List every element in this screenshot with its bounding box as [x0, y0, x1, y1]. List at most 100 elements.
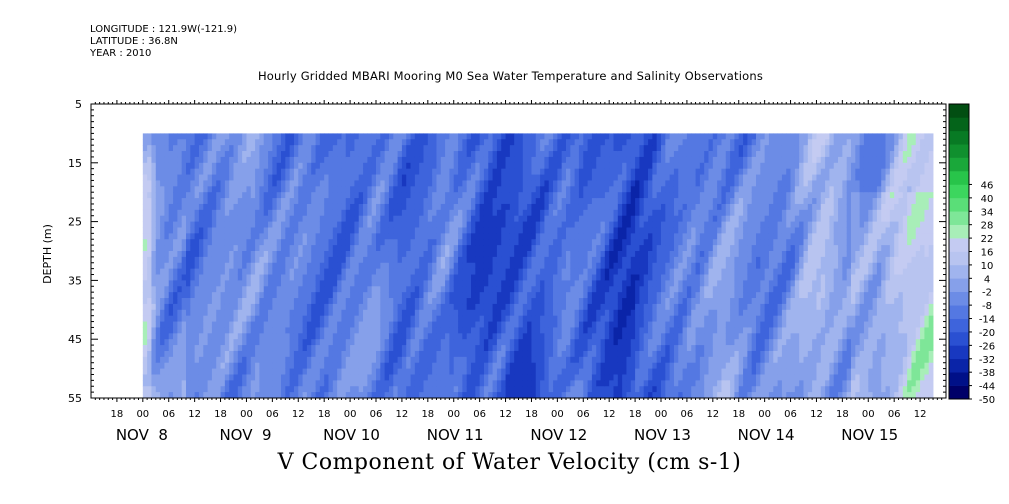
heatmap-cell — [445, 315, 450, 322]
heatmap-cell — [423, 256, 429, 264]
heatmap-cell — [289, 286, 295, 293]
heatmap-cell — [337, 251, 342, 258]
heatmap-cell — [345, 139, 351, 146]
heatmap-cell — [410, 245, 416, 252]
heatmap-cell — [501, 227, 506, 234]
heatmap-cell — [587, 192, 593, 199]
heatmap-cell — [574, 180, 580, 187]
heatmap-cell — [151, 362, 157, 369]
heatmap-cell — [540, 145, 545, 152]
heatmap-cell — [354, 145, 360, 152]
heatmap-cell — [414, 368, 420, 375]
heatmap-cell — [414, 286, 420, 293]
heatmap-cell — [281, 362, 286, 369]
heatmap-cell — [492, 239, 498, 246]
heatmap-cell — [522, 251, 528, 258]
heatmap-cell — [458, 298, 463, 305]
heatmap-cell — [155, 374, 161, 381]
heatmap-cell — [324, 333, 329, 340]
heatmap-cell — [190, 280, 196, 287]
heatmap-cell — [483, 180, 489, 187]
heatmap-cell — [315, 203, 321, 211]
heatmap-cell — [596, 227, 601, 234]
heatmap-cell — [173, 368, 178, 375]
heatmap-cell — [151, 392, 157, 399]
heatmap-cell — [293, 333, 299, 340]
heatmap-cell — [306, 368, 312, 375]
heatmap-cell — [354, 209, 360, 217]
heatmap-cell — [388, 333, 394, 340]
heatmap-cell — [224, 192, 230, 199]
heatmap-cell — [177, 162, 183, 170]
heatmap-cell — [367, 374, 373, 381]
heatmap-cell — [298, 315, 303, 322]
heatmap-cell — [160, 227, 165, 234]
heatmap-cell — [393, 168, 398, 175]
heatmap-cell — [306, 309, 312, 317]
heatmap-cell — [190, 268, 196, 275]
heatmap-cell — [600, 292, 606, 299]
heatmap-cell — [566, 233, 571, 240]
heatmap-cell — [406, 315, 411, 322]
heatmap-cell — [449, 274, 455, 281]
heatmap-cell — [393, 227, 398, 234]
heatmap-cell — [388, 203, 394, 211]
heatmap-cell — [173, 233, 178, 240]
heatmap-cell — [440, 139, 446, 146]
heatmap-cell — [358, 380, 364, 387]
heatmap-cell — [289, 239, 295, 246]
heatmap-cell — [160, 303, 165, 311]
heatmap-cell — [445, 233, 450, 240]
heatmap-cell — [578, 303, 584, 311]
heatmap-cell — [371, 174, 377, 181]
heatmap-cell — [570, 262, 576, 270]
heatmap-cell — [142, 274, 148, 281]
heatmap-cell — [397, 221, 403, 228]
heatmap-cell — [604, 315, 610, 322]
heatmap-cell — [263, 333, 269, 340]
heatmap-cell — [535, 209, 541, 217]
heatmap-cell — [160, 280, 165, 287]
heatmap-cell — [255, 327, 260, 334]
heatmap-cell — [220, 268, 226, 275]
heatmap-cell — [380, 309, 386, 317]
heatmap-cell — [315, 215, 321, 222]
heatmap-cell — [570, 286, 576, 293]
heatmap-cell — [306, 198, 312, 205]
heatmap-cell — [449, 168, 455, 175]
heatmap-cell — [160, 174, 165, 181]
heatmap-cell — [600, 221, 606, 228]
heatmap-cell — [432, 180, 437, 187]
heatmap-cell — [155, 268, 161, 275]
heatmap-cell — [358, 333, 364, 340]
heatmap-cell — [272, 145, 278, 152]
heatmap-cell — [341, 286, 347, 293]
heatmap-cell — [211, 203, 217, 211]
heatmap-cell — [337, 133, 342, 140]
heatmap-cell — [557, 321, 563, 328]
heatmap-cell — [186, 233, 191, 240]
heatmap-cell — [203, 168, 208, 175]
heatmap-cell — [198, 292, 204, 299]
heatmap-cell — [578, 309, 584, 317]
heatmap-cell — [609, 298, 614, 305]
heatmap-cell — [548, 327, 554, 334]
heatmap-cell — [216, 345, 221, 352]
heatmap-cell — [324, 139, 329, 146]
heatmap-cell — [617, 192, 623, 199]
heatmap-cell — [350, 192, 355, 199]
heatmap-cell — [293, 133, 299, 140]
heatmap-cell — [449, 350, 455, 358]
heatmap-cell — [216, 315, 221, 322]
heatmap-cell — [449, 133, 455, 140]
heatmap-cell — [570, 386, 576, 393]
heatmap-cell — [492, 374, 498, 381]
heatmap-cell — [164, 292, 170, 299]
heatmap-cell — [535, 203, 541, 211]
heatmap-cell — [436, 333, 442, 340]
heatmap-cell — [496, 392, 502, 399]
heatmap-cell — [527, 221, 532, 228]
heatmap-cell — [207, 145, 213, 152]
heatmap-cell — [587, 298, 593, 305]
heatmap-cell — [272, 227, 278, 234]
